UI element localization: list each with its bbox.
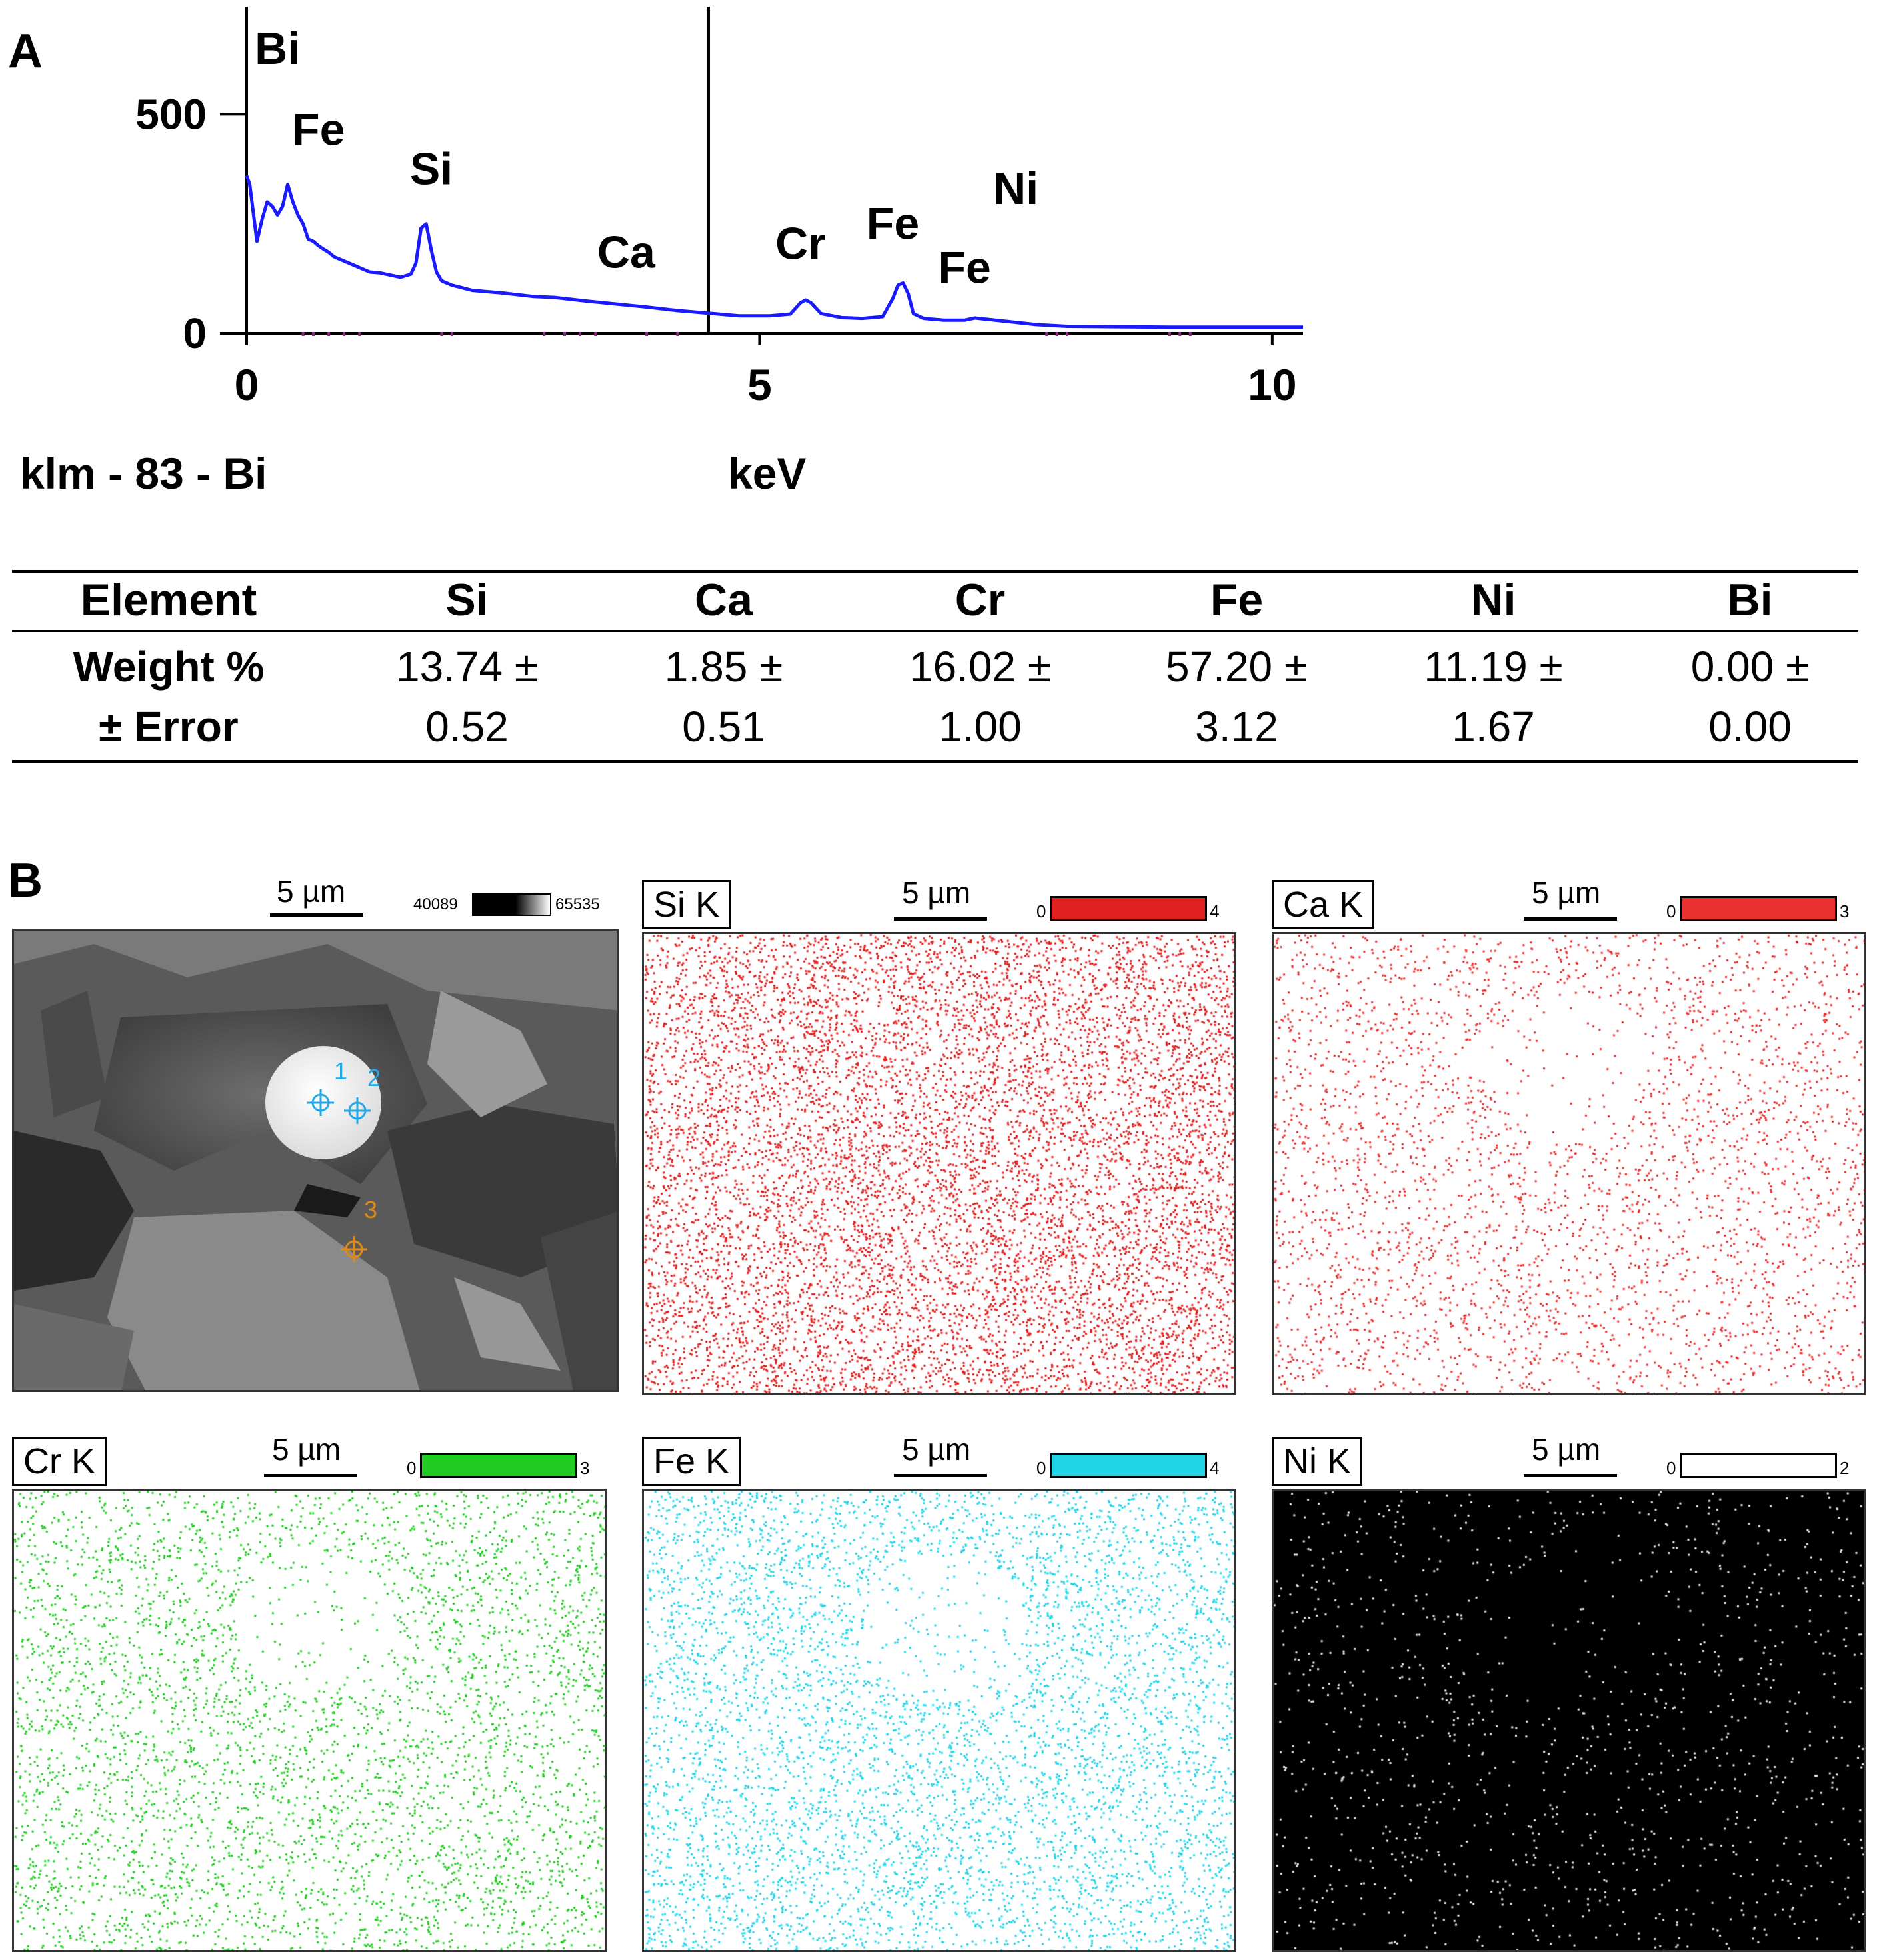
table-error-ni: 1.67: [1452, 703, 1535, 751]
x-tick-label-10: 10: [1248, 360, 1296, 409]
ca-k-map-pixels: [1274, 934, 1864, 1393]
si-k-scale-bar: [894, 917, 987, 921]
si-k-scale-label: 5 µm: [902, 875, 971, 910]
sem-scale-bar: [270, 913, 363, 917]
ca-k-scale-bar: [1524, 917, 1617, 921]
sem-scale-label: 5 µm: [277, 874, 346, 909]
table-header-ni: Ni: [1470, 575, 1516, 625]
ca-k-cbar-min: 0: [1666, 901, 1676, 921]
table-weight-bi: 0.00 ±: [1690, 643, 1810, 691]
fe-k-map-pixels: [644, 1491, 1234, 1950]
table-error-cr: 1.00: [939, 703, 1022, 751]
panel-a-letter: A: [8, 25, 43, 78]
ca-k-map-image: [1272, 932, 1866, 1395]
table-top-rule: [12, 570, 1858, 573]
sem-grayscale-bar: [472, 893, 551, 916]
eds-spectrum-chart: 05000510CrBiFeSiCaCrFeFeNi: [135, 7, 1303, 409]
table-header-fe: Fe: [1210, 575, 1264, 625]
ni-k-cbar-min: 0: [1666, 1458, 1676, 1478]
si-k-cbar-min: 0: [1036, 901, 1046, 921]
table-row-header-error: ± Error: [99, 703, 239, 751]
table-bottom-rule: [12, 760, 1858, 763]
composition-table: Element Weight % ± Error Si 13.74 ± 0.52 Ca…: [12, 570, 1858, 770]
fe-k-map-title: Fe K: [642, 1437, 741, 1486]
table-header-si: Si: [445, 575, 489, 625]
table-weight-si: 13.74 ±: [395, 643, 539, 691]
fe-k-map-image: [642, 1489, 1236, 1952]
si-k-map-title: Si K: [642, 880, 731, 929]
table-error-bi: 0.00: [1708, 703, 1792, 751]
ca-k-cbar-max: 3: [1840, 901, 1850, 921]
fe-k-cbar-max: 4: [1210, 1458, 1220, 1478]
sem-point-1: 1: [334, 1057, 348, 1085]
panel-b-letter: B: [8, 854, 43, 907]
sem-cbar-max: 65535: [555, 895, 600, 913]
cr-k-map-image: [12, 1489, 607, 1952]
ni-k-map-pixels: [1274, 1491, 1864, 1950]
si-k-map-image: [642, 932, 1236, 1395]
peak-label-fe-7: Fe: [939, 242, 991, 293]
ca-k-map-title: Ca K: [1272, 880, 1375, 929]
table-mid-rule: [12, 630, 1858, 632]
table-header-bi: Bi: [1727, 575, 1773, 625]
ni-k-cbar-max: 2: [1840, 1458, 1850, 1478]
table-weight-ni: 11.19 ±: [1424, 643, 1563, 691]
peak-label-ni-8: Ni: [993, 163, 1038, 214]
table-row-header-weight: Weight %: [73, 643, 265, 691]
sem-cbar-min: 40089: [413, 895, 458, 913]
fe-k-cbar-min: 0: [1036, 1458, 1046, 1478]
spectrum-line: [245, 175, 1303, 329]
fe-k-color-bar: [1050, 1453, 1207, 1478]
ni-k-map-title: Ni K: [1272, 1437, 1363, 1486]
ni-k-scale-bar: [1524, 1474, 1617, 1477]
sem-micrograph: [14, 931, 617, 1390]
peak-label-fe-2: Fe: [292, 104, 345, 155]
cr-k-scale-label: 5 µm: [272, 1432, 341, 1467]
ca-k-scale-label: 5 µm: [1532, 875, 1601, 910]
table-header-cr: Cr: [954, 575, 1006, 625]
y-tick-label-500: 500: [135, 90, 207, 138]
x-tick-label-0: 0: [235, 360, 259, 409]
fe-k-scale-bar: [894, 1474, 987, 1477]
table-error-si: 0.52: [425, 703, 509, 751]
table-error-ca: 0.51: [682, 703, 765, 751]
peak-label-cr-5: Cr: [775, 218, 826, 269]
ni-k-color-bar: [1680, 1453, 1837, 1478]
fe-k-scale-label: 5 µm: [902, 1432, 971, 1467]
cr-k-map-title: Cr K: [12, 1437, 107, 1486]
ni-k-map-image: [1272, 1489, 1866, 1952]
ca-k-color-bar: [1680, 896, 1837, 921]
peak-label-fe-6: Fe: [867, 199, 919, 249]
cr-k-map-pixels: [14, 1491, 605, 1950]
si-k-cbar-max: 4: [1210, 901, 1220, 921]
si-k-color-bar: [1050, 896, 1207, 921]
table-weight-ca: 1.85 ±: [664, 643, 783, 691]
ni-k-scale-label: 5 µm: [1532, 1432, 1601, 1467]
table-header-ca: Ca: [695, 575, 753, 625]
peak-label-ca-4: Ca: [597, 227, 656, 277]
y-tick-label-0: 0: [183, 309, 207, 357]
table-error-fe: 3.12: [1195, 703, 1278, 751]
x-tick-label-5: 5: [747, 360, 772, 409]
x-axis-label: keV: [728, 449, 807, 498]
cr-k-scale-bar: [264, 1474, 357, 1477]
cr-k-color-bar: [420, 1453, 577, 1478]
sem-point-3: 3: [364, 1196, 378, 1223]
sem-image: 1 2 3: [12, 929, 619, 1392]
peak-label-bi-1: Bi: [255, 23, 300, 74]
table-header-element: Element: [80, 575, 257, 625]
peak-label-si-3: Si: [410, 144, 453, 195]
table-weight-fe: 57.20 ±: [1165, 643, 1308, 691]
table-weight-cr: 16.02 ±: [909, 643, 1052, 691]
cr-k-cbar-min: 0: [407, 1458, 417, 1478]
si-k-map-pixels: [644, 934, 1234, 1393]
sem-point-2: 2: [367, 1064, 381, 1091]
cr-k-cbar-max: 3: [580, 1458, 590, 1478]
sample-label: klm - 83 - Bi: [20, 449, 267, 498]
